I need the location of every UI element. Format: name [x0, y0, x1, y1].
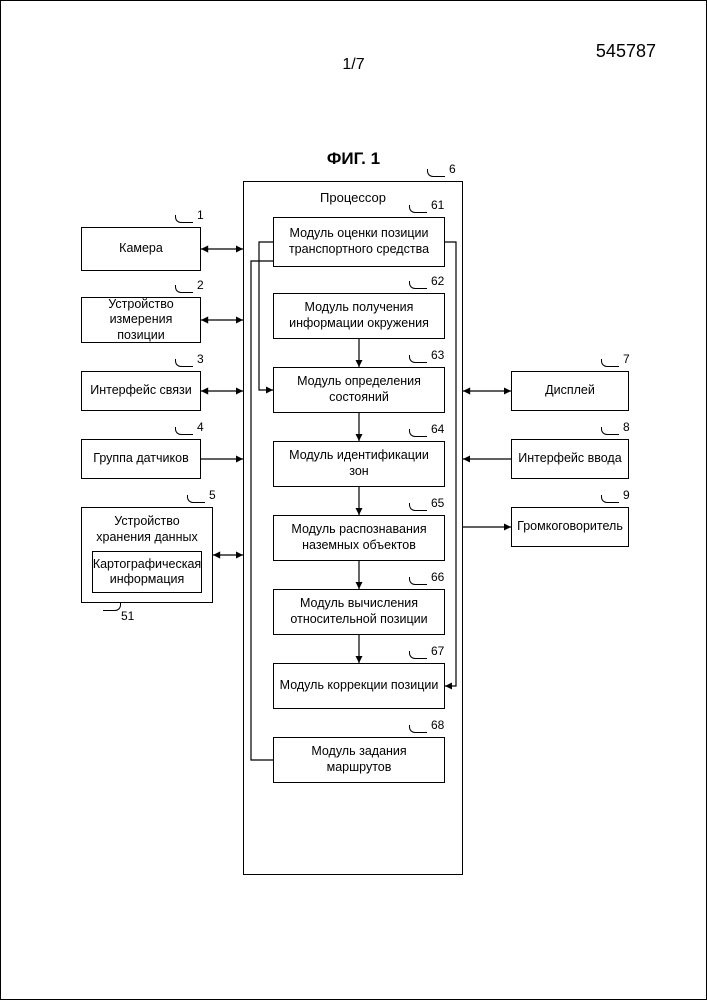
ref-squiggle [175, 427, 193, 435]
ref-number: 61 [431, 198, 444, 212]
ref-number: 8 [623, 420, 630, 434]
ref-squiggle [427, 169, 445, 177]
ref-squiggle [187, 495, 205, 503]
module-64: Модуль идентификации зон [273, 441, 445, 487]
module-label: Модуль задания маршрутов [278, 744, 440, 775]
ref-number: 5 [209, 488, 216, 502]
block-label: Картографическая информация [93, 557, 201, 588]
ref-squiggle [409, 355, 427, 363]
module-label: Модуль коррекции позиции [280, 678, 439, 694]
ref-squiggle [175, 285, 193, 293]
module-label: Модуль вычисления относительной позиции [278, 596, 440, 627]
module-67: Модуль коррекции позиции [273, 663, 445, 709]
ref-squiggle [409, 429, 427, 437]
ref-number: 3 [197, 352, 204, 366]
page: 545787 1/7 ФИГ. 1 Камера 1 Устройство из… [0, 0, 707, 1000]
block-map-info: Картографическая информация [92, 551, 202, 593]
module-63: Модуль определения состояний [273, 367, 445, 413]
module-label: Модуль оценки позиции транспортного сред… [278, 226, 440, 257]
ref-number: 51 [121, 609, 134, 623]
ref-number: 62 [431, 274, 444, 288]
processor-title: Процессор [254, 190, 452, 206]
ref-squiggle [175, 215, 193, 223]
ref-squiggle [409, 503, 427, 511]
ref-squiggle [409, 725, 427, 733]
module-62: Модуль получения информации окружения [273, 293, 445, 339]
ref-squiggle [601, 495, 619, 503]
ref-squiggle [409, 205, 427, 213]
block-label: Устройство измерения позиции [86, 297, 196, 344]
block-label: Дисплей [545, 383, 595, 399]
ref-number: 7 [623, 352, 630, 366]
module-66: Модуль вычисления относительной позиции [273, 589, 445, 635]
module-65: Модуль распознавания наземных объектов [273, 515, 445, 561]
block-label: Интерфейс связи [90, 383, 192, 399]
ref-number: 2 [197, 278, 204, 292]
figure-title: ФИГ. 1 [1, 149, 706, 169]
block-label: Интерфейс ввода [518, 451, 621, 467]
ref-squiggle [103, 603, 121, 611]
module-label: Модуль распознавания наземных объектов [278, 522, 440, 553]
ref-squiggle [409, 577, 427, 585]
block-storage: Устройство хранения данных Картографичес… [81, 507, 213, 603]
ref-squiggle [409, 281, 427, 289]
block-display: Дисплей [511, 371, 629, 411]
block-input-interface: Интерфейс ввода [511, 439, 629, 479]
module-label: Модуль получения информации окружения [278, 300, 440, 331]
block-position-measure: Устройство измерения позиции [81, 297, 201, 343]
ref-squiggle [175, 359, 193, 367]
module-68: Модуль задания маршрутов [273, 737, 445, 783]
ref-number: 4 [197, 420, 204, 434]
ref-squiggle [409, 651, 427, 659]
module-61: Модуль оценки позиции транспортного сред… [273, 217, 445, 267]
ref-number: 67 [431, 644, 444, 658]
block-comm-interface: Интерфейс связи [81, 371, 201, 411]
module-label: Модуль идентификации зон [278, 448, 440, 479]
block-label: Устройство хранения данных [86, 514, 208, 545]
block-speaker: Громкоговоритель [511, 507, 629, 547]
block-camera: Камера [81, 227, 201, 271]
block-sensor-group: Группа датчиков [81, 439, 201, 479]
block-label: Громкоговоритель [517, 519, 623, 535]
ref-number: 9 [623, 488, 630, 502]
ref-number: 68 [431, 718, 444, 732]
ref-number: 65 [431, 496, 444, 510]
ref-number: 6 [449, 162, 456, 176]
ref-number: 66 [431, 570, 444, 584]
block-label: Группа датчиков [93, 451, 188, 467]
page-indicator: 1/7 [1, 56, 706, 74]
module-label: Модуль определения состояний [278, 374, 440, 405]
block-label: Камера [119, 241, 163, 257]
ref-number: 63 [431, 348, 444, 362]
ref-number: 64 [431, 422, 444, 436]
ref-number: 1 [197, 208, 204, 222]
ref-squiggle [601, 359, 619, 367]
ref-squiggle [601, 427, 619, 435]
